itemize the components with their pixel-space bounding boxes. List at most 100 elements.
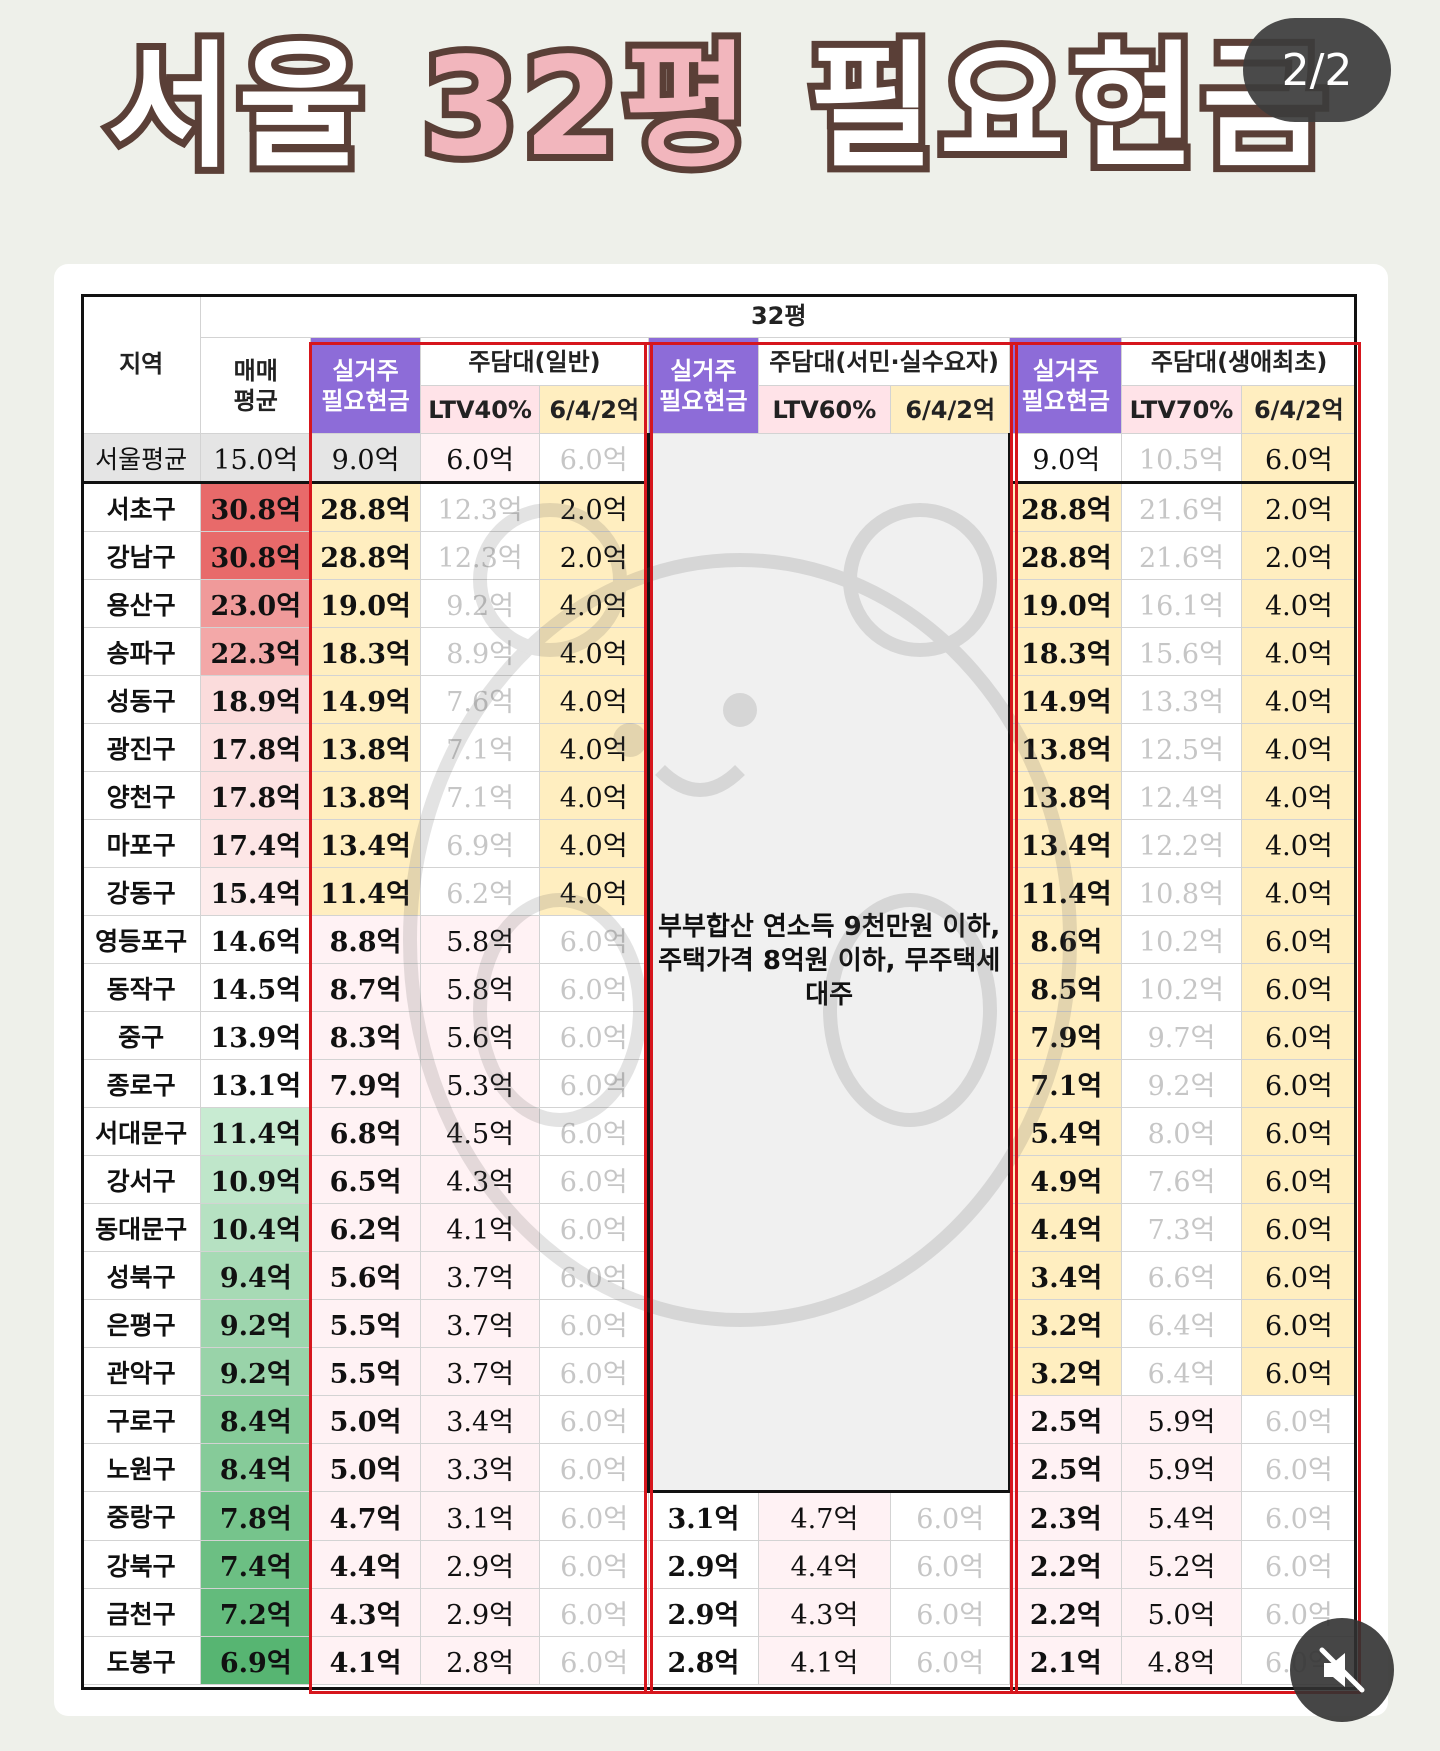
cell-sale: 13.9억 bbox=[200, 1011, 312, 1060]
cell-g-cap: 6.0억 bbox=[539, 915, 650, 964]
cell-g-cap: 6.0억 bbox=[539, 1299, 650, 1348]
cell-f-cash: 7.9억 bbox=[1009, 1011, 1123, 1060]
cell-sale: 13.1억 bbox=[200, 1059, 312, 1108]
cell-g-cap: 6.0억 bbox=[539, 1443, 650, 1492]
mute-button[interactable] bbox=[1290, 1618, 1394, 1722]
cell-g-ltv: 3.7억 bbox=[419, 1347, 541, 1396]
cell-g-cash: 5.6억 bbox=[310, 1251, 421, 1300]
cell-sale: 11.4억 bbox=[200, 1107, 312, 1156]
cell-g-cap: 4.0억 bbox=[539, 579, 650, 628]
cell-region: 양천구 bbox=[80, 771, 202, 820]
cell-g-cash: 19.0억 bbox=[310, 579, 421, 628]
cell-f-cap: 6.0억 bbox=[1240, 1107, 1358, 1156]
cell-sale: 30.8억 bbox=[200, 482, 312, 532]
cell-sale: 22.3억 bbox=[200, 627, 312, 676]
cell-f-cash: 2.3억 bbox=[1009, 1491, 1123, 1541]
cell-g-cash: 8.3억 bbox=[310, 1011, 421, 1060]
cell-g-cap: 4.0억 bbox=[539, 819, 650, 868]
cell-f-ltv: 9.7억 bbox=[1121, 1011, 1242, 1060]
cell-region: 강서구 bbox=[80, 1155, 202, 1204]
cell-g-cap: 6.0억 bbox=[539, 1203, 650, 1252]
cell-g-ltv: 9.2억 bbox=[419, 579, 541, 628]
cell-g-ltv: 2.9억 bbox=[419, 1588, 541, 1637]
cell-f-ltv: 5.9억 bbox=[1121, 1395, 1242, 1444]
cell-sale: 23.0억 bbox=[200, 579, 312, 628]
header-region: 지역 bbox=[80, 294, 202, 434]
cell-s-ltv: 4.1억 bbox=[757, 1636, 891, 1685]
cell-sale: 14.6억 bbox=[200, 915, 312, 964]
table-row: 서대문구 11.4억 6.8억 4.5억 6.0억 5.4억 8.0억 6.0억 bbox=[80, 1107, 1358, 1156]
table-row: 금천구 7.2억 4.3억 2.9억 6.0억 2.9억 4.3억 6.0억 2.2억 5.0억 6… bbox=[80, 1588, 1358, 1637]
table-row: 강서구 10.9억 6.5억 4.3억 6.0억 4.9억 7.6억 6.0억 bbox=[80, 1155, 1358, 1204]
table-row: 은평구 9.2억 5.5억 3.7억 6.0억 3.2억 6.4억 6.0억 bbox=[80, 1299, 1358, 1348]
avg-general-cap: 6.0억 bbox=[539, 433, 650, 484]
cell-region: 송파구 bbox=[80, 627, 202, 676]
cell-f-ltv: 10.8억 bbox=[1121, 867, 1242, 916]
cell-f-ltv: 7.6억 bbox=[1121, 1155, 1242, 1204]
cell-f-cap: 6.0억 bbox=[1240, 1299, 1358, 1348]
cell-f-cash: 8.5억 bbox=[1009, 963, 1123, 1012]
cell-region: 강동구 bbox=[80, 867, 202, 916]
cell-f-cap: 4.0억 bbox=[1240, 627, 1358, 676]
cell-g-cap: 4.0억 bbox=[539, 771, 650, 820]
cell-f-ltv: 6.4억 bbox=[1121, 1299, 1242, 1348]
cell-f-cash: 11.4억 bbox=[1009, 867, 1123, 916]
cell-s-ltv: 4.7억 bbox=[757, 1491, 891, 1541]
cell-f-cap: 4.0억 bbox=[1240, 675, 1358, 724]
cell-g-cash: 7.9억 bbox=[310, 1059, 421, 1108]
cell-f-ltv: 6.4억 bbox=[1121, 1347, 1242, 1396]
page-title: 서울 32평 필요현금 bbox=[0, 33, 1440, 183]
cell-f-cap: 6.0억 bbox=[1240, 1155, 1358, 1204]
cell-g-cap: 6.0억 bbox=[539, 1588, 650, 1637]
cell-g-cap: 6.0억 bbox=[539, 1011, 650, 1060]
table-row: 광진구 17.8억 13.8억 7.1억 4.0억 13.8억 12.5억 4.0억 bbox=[80, 723, 1358, 772]
cell-g-ltv: 12.3억 bbox=[419, 531, 541, 580]
cell-g-cash: 14.9억 bbox=[310, 675, 421, 724]
cell-g-cash: 8.8억 bbox=[310, 915, 421, 964]
cell-g-cash: 5.0억 bbox=[310, 1443, 421, 1492]
cell-f-ltv: 10.2억 bbox=[1121, 915, 1242, 964]
cell-f-ltv: 5.4억 bbox=[1121, 1491, 1242, 1541]
cell-g-cash: 18.3억 bbox=[310, 627, 421, 676]
cell-g-cash: 13.8억 bbox=[310, 771, 421, 820]
cell-g-ltv: 3.4억 bbox=[419, 1395, 541, 1444]
cell-g-cap: 6.0억 bbox=[539, 1107, 650, 1156]
cell-g-ltv: 3.1억 bbox=[419, 1491, 541, 1541]
title-highlight: 32평 bbox=[416, 29, 756, 187]
avg-general-cash: 9.0억 bbox=[310, 433, 421, 484]
cell-sale: 7.4억 bbox=[200, 1540, 312, 1589]
page-indicator[interactable]: 2/2 bbox=[1243, 18, 1391, 122]
cell-region: 강남구 bbox=[80, 531, 202, 580]
cell-f-cap: 6.0억 bbox=[1240, 1443, 1358, 1492]
cell-sale: 15.4억 bbox=[200, 867, 312, 916]
cell-g-ltv: 3.7억 bbox=[419, 1299, 541, 1348]
cell-sale: 7.2억 bbox=[200, 1588, 312, 1637]
cell-region: 은평구 bbox=[80, 1299, 202, 1348]
cell-region: 서대문구 bbox=[80, 1107, 202, 1156]
cell-s-ltv: 4.3억 bbox=[757, 1588, 891, 1637]
cell-region: 중구 bbox=[80, 1011, 202, 1060]
table-row: 중구 13.9억 8.3억 5.6억 6.0억 7.9억 9.7억 6.0억 bbox=[80, 1011, 1358, 1060]
cell-f-cash: 3.2억 bbox=[1009, 1299, 1123, 1348]
cell-region: 용산구 bbox=[80, 579, 202, 628]
avg-first-cash: 9.0억 bbox=[1009, 433, 1123, 484]
cell-f-ltv: 5.9억 bbox=[1121, 1443, 1242, 1492]
cell-g-ltv: 5.3억 bbox=[419, 1059, 541, 1108]
cell-f-cap: 2.0억 bbox=[1240, 482, 1358, 532]
cell-g-cash: 6.2억 bbox=[310, 1203, 421, 1252]
cell-f-cash: 13.8억 bbox=[1009, 771, 1123, 820]
cell-region: 강북구 bbox=[80, 1540, 202, 1589]
cell-region: 성동구 bbox=[80, 675, 202, 724]
table-row: 동작구 14.5억 8.7억 5.8억 6.0억 8.5억 10.2억 6.0억 bbox=[80, 963, 1358, 1012]
cell-s-cash: 3.1억 bbox=[648, 1490, 759, 1541]
seoul-average-row: 서울평균 15.0억 9.0억 6.0억 6.0억 부부합산 연소득 9천만원 … bbox=[80, 433, 1358, 1493]
cell-g-cap: 6.0억 bbox=[539, 1636, 650, 1685]
title-part-1: 서울 bbox=[100, 29, 423, 187]
table-row: 영등포구 14.6억 8.8억 5.8억 6.0억 8.6억 10.2억 6.0억 bbox=[80, 915, 1358, 964]
cell-f-cap: 6.0억 bbox=[1240, 1540, 1358, 1589]
cell-f-cash: 2.2억 bbox=[1009, 1540, 1123, 1589]
cell-f-cash: 18.3억 bbox=[1009, 627, 1123, 676]
cell-f-cash: 28.8억 bbox=[1009, 482, 1123, 532]
avg-first-ltv: 10.5억 bbox=[1121, 433, 1242, 484]
cell-f-cash: 2.5억 bbox=[1009, 1395, 1123, 1444]
